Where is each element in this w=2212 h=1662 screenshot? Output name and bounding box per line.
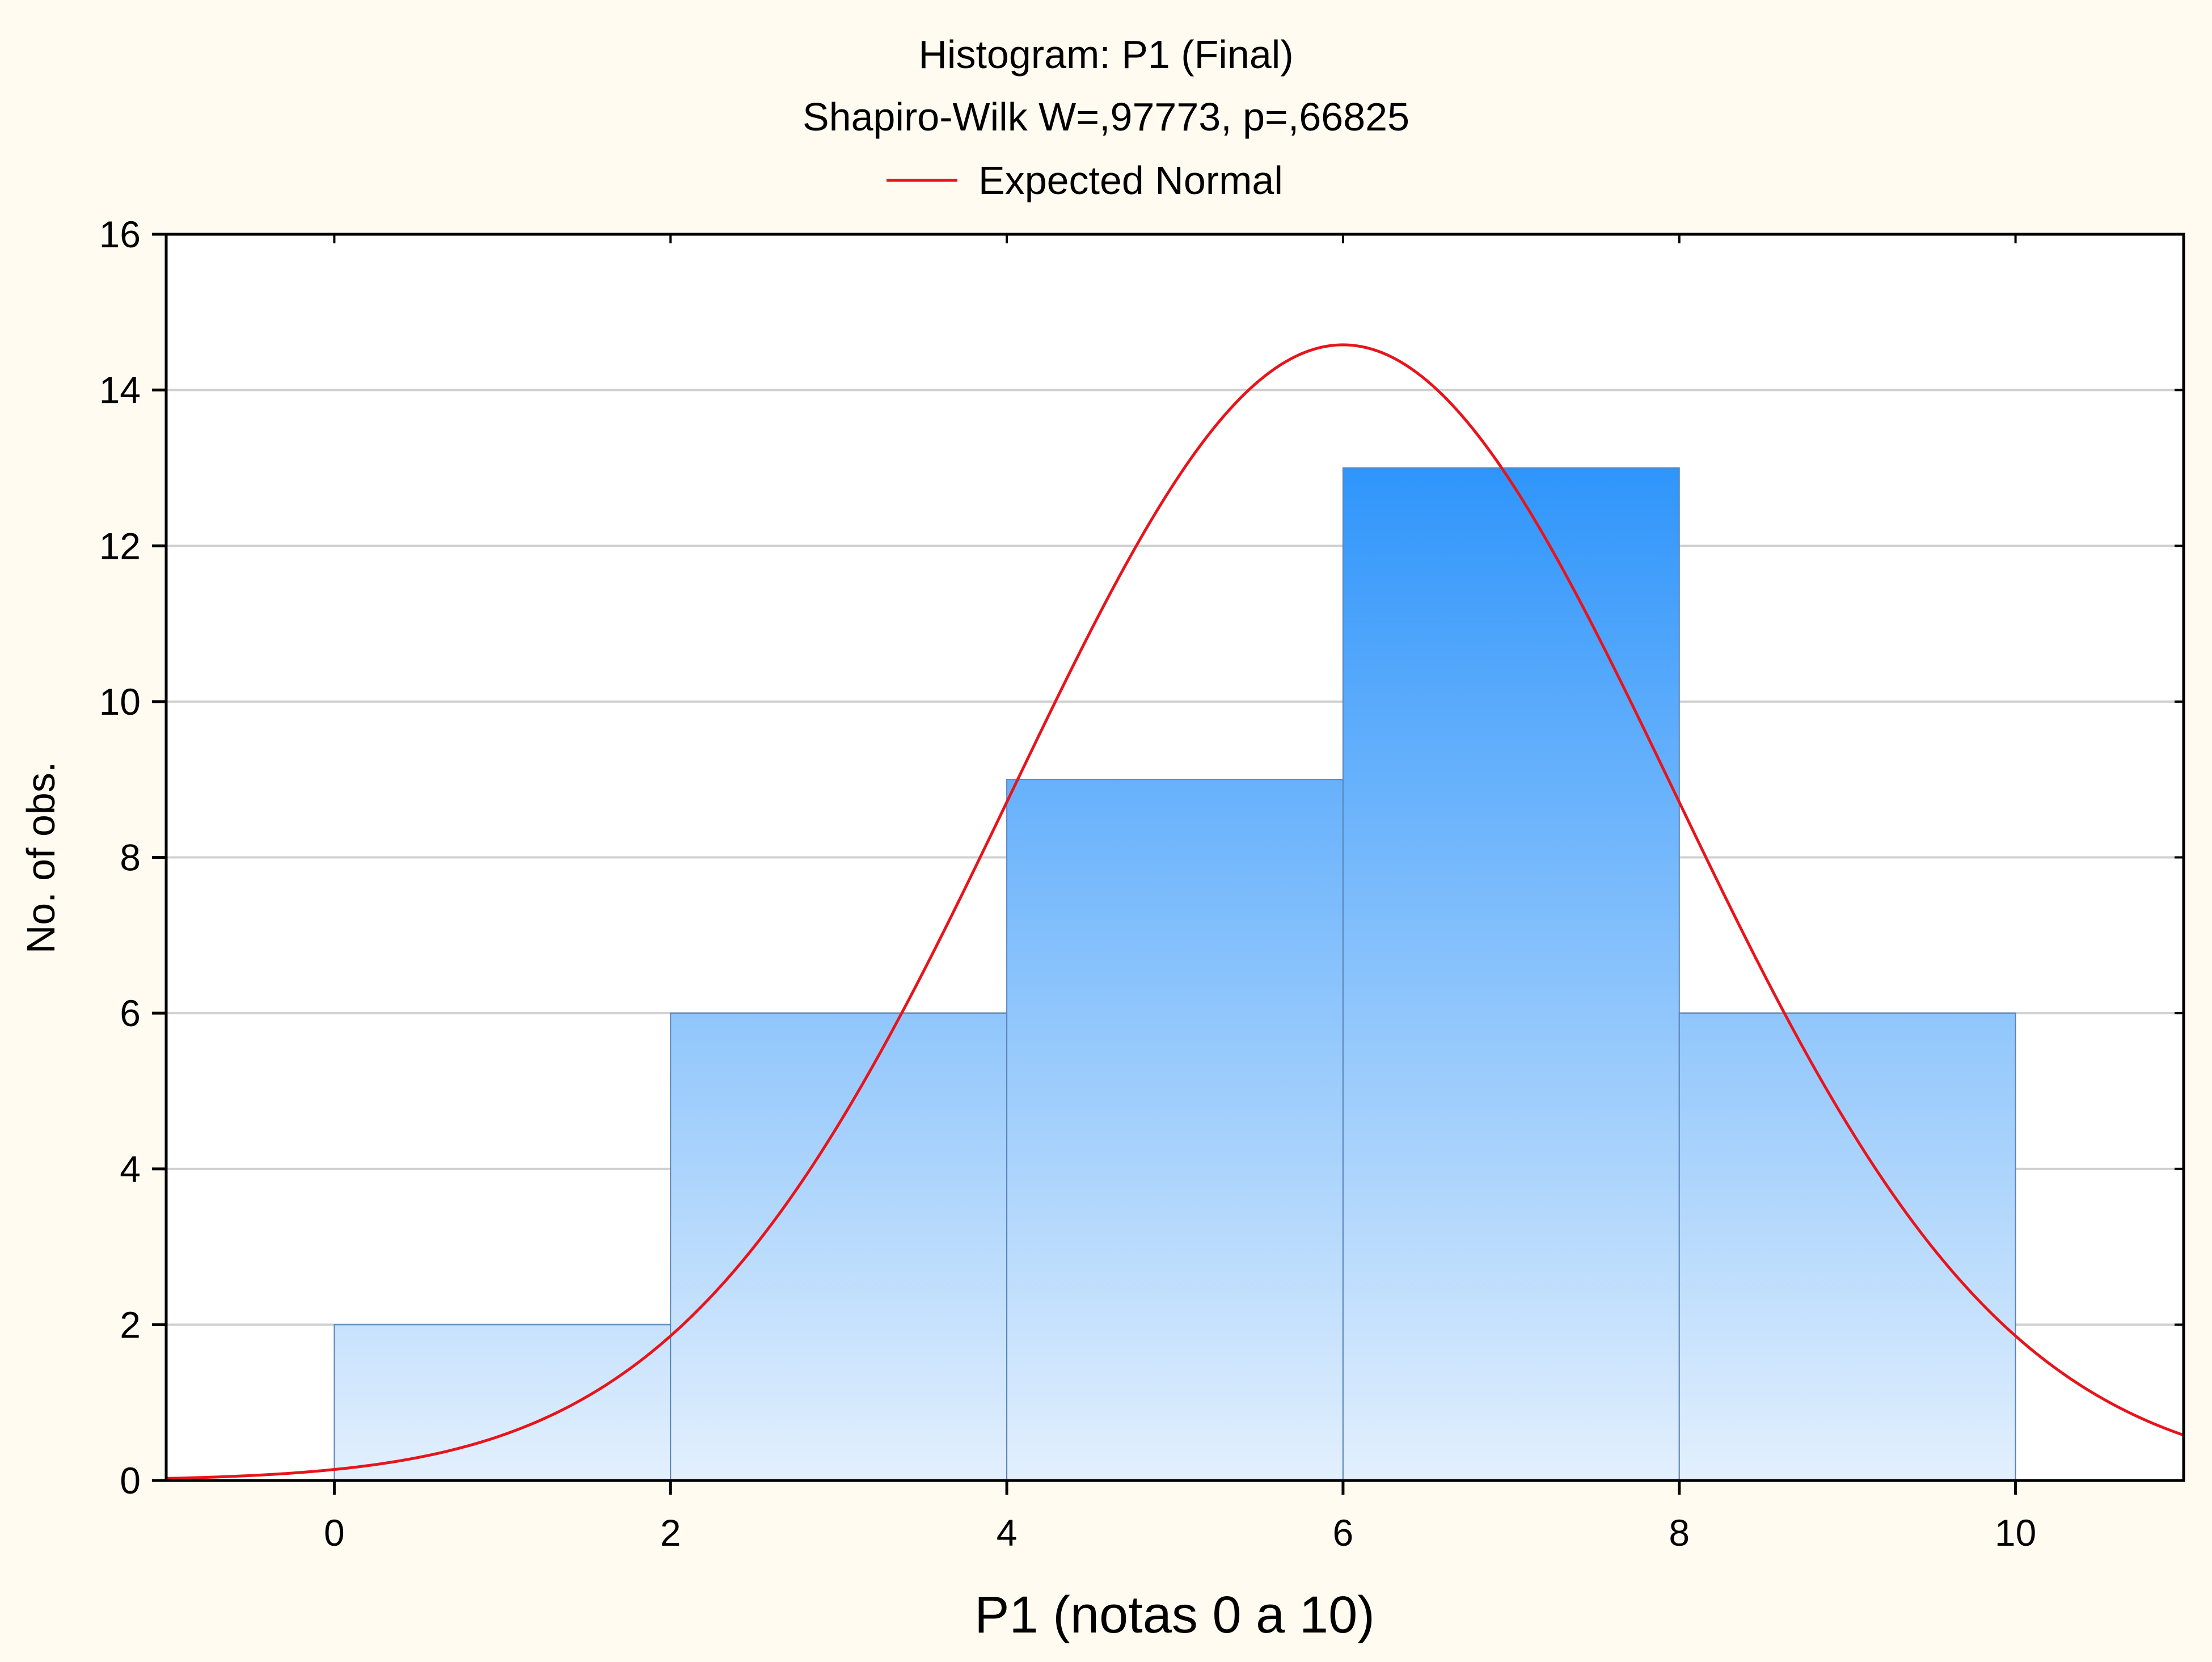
y-tick-label: 4: [120, 1148, 141, 1190]
x-tick-label: 4: [997, 1512, 1018, 1554]
histogram-bar-4: [1678, 1013, 2016, 1481]
histogram-bar-0: [334, 1324, 672, 1481]
y-tick-label: 8: [120, 837, 141, 879]
chart-title: Histogram: P1 (Final): [918, 32, 1293, 77]
axis-ticks: 0 2 4 6 8 10 0 2 4 6 8 10 12 14 16: [99, 213, 2184, 1554]
y-tick-label: 12: [99, 525, 141, 567]
histogram-bar-3: [1342, 467, 1680, 1481]
legend-label: Expected Normal: [978, 158, 1283, 203]
normal-curve: [166, 343, 2184, 1480]
y-tick-label: 6: [120, 992, 141, 1034]
histogram-bar-1: [670, 1013, 1008, 1481]
x-tick-label: 6: [1333, 1512, 1354, 1554]
y-axis-label: No. of obs.: [19, 762, 63, 954]
histogram-bar-2: [1006, 779, 1344, 1481]
histogram-bars: [334, 467, 2016, 1481]
chart-subtitle: Shapiro-Wilk W=,97773, p=,66825: [803, 95, 1409, 139]
y-tick-label: 2: [120, 1304, 141, 1345]
normal-curve-layer: [166, 343, 2184, 1480]
x-tick-label: 10: [1995, 1512, 2036, 1554]
x-axis-label: P1 (notas 0 a 10): [974, 1586, 1375, 1644]
y-tick-label: 14: [99, 369, 141, 411]
x-tick-label: 0: [324, 1512, 345, 1554]
legend: Expected Normal: [887, 158, 1283, 203]
x-tick-label: 2: [660, 1512, 681, 1554]
y-tick-label: 16: [99, 213, 141, 255]
y-tick-label: 0: [120, 1459, 141, 1501]
x-tick-label: 8: [1669, 1512, 1690, 1554]
y-tick-label: 10: [99, 681, 141, 723]
